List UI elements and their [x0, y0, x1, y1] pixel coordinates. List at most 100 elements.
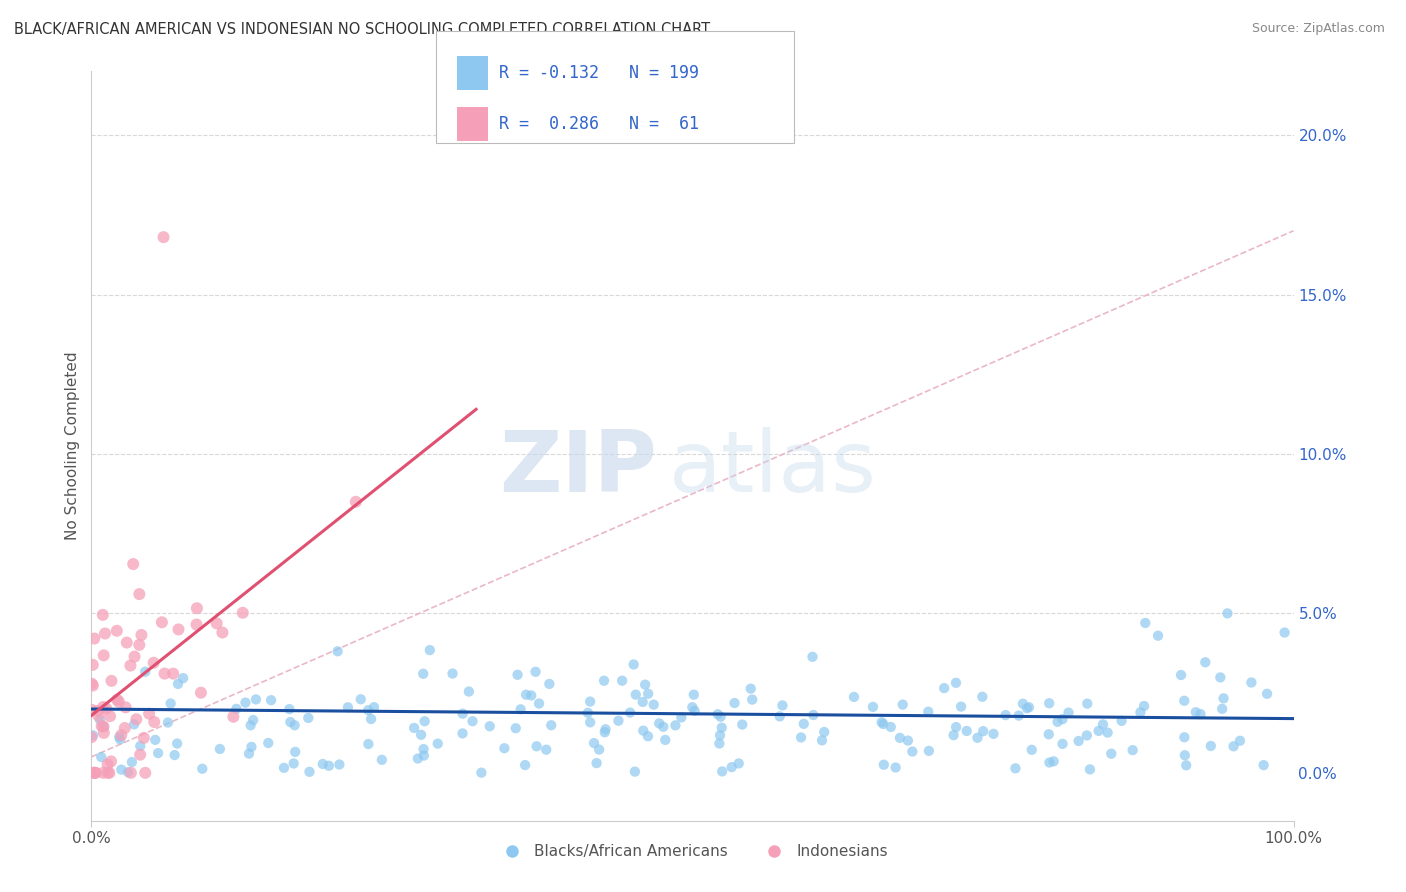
- Point: [191, 762, 214, 776]
- Point: [239, 718, 262, 732]
- Point: [1122, 743, 1144, 757]
- Point: [80, 703, 103, 717]
- Point: [82, 728, 104, 742]
- Point: [172, 671, 194, 685]
- Point: [813, 725, 835, 739]
- Point: [240, 739, 263, 754]
- Point: [1038, 727, 1060, 741]
- Point: [1038, 756, 1060, 770]
- Point: [1184, 705, 1206, 719]
- Point: [406, 751, 429, 765]
- Point: [972, 724, 994, 739]
- Point: [128, 638, 150, 652]
- Point: [720, 760, 742, 774]
- Point: [105, 692, 128, 706]
- Point: [994, 708, 1017, 723]
- Point: [159, 697, 181, 711]
- Point: [186, 617, 208, 632]
- Point: [205, 616, 228, 631]
- Point: [793, 716, 815, 731]
- Point: [706, 707, 728, 722]
- Point: [328, 757, 350, 772]
- Point: [942, 728, 965, 742]
- Point: [536, 742, 558, 756]
- Point: [1229, 733, 1251, 747]
- Point: [1240, 675, 1263, 690]
- Point: [579, 695, 602, 709]
- Point: [134, 765, 156, 780]
- Point: [494, 741, 516, 756]
- Point: [143, 714, 166, 729]
- Point: [142, 656, 165, 670]
- Y-axis label: No Schooling Completed: No Schooling Completed: [65, 351, 80, 541]
- Point: [336, 700, 359, 714]
- Point: [966, 731, 988, 745]
- Point: [1135, 615, 1157, 630]
- Point: [90, 750, 112, 764]
- Point: [1209, 670, 1232, 684]
- Point: [880, 720, 903, 734]
- Point: [1091, 717, 1114, 731]
- Point: [238, 747, 260, 761]
- Point: [956, 723, 979, 738]
- Point: [108, 732, 131, 747]
- Point: [297, 711, 319, 725]
- Point: [538, 677, 561, 691]
- Point: [190, 686, 212, 700]
- Point: [89, 713, 111, 727]
- Point: [129, 739, 152, 753]
- Point: [1175, 758, 1198, 772]
- Point: [682, 688, 704, 702]
- Point: [633, 723, 655, 738]
- Point: [1018, 700, 1040, 714]
- Point: [426, 737, 449, 751]
- Point: [741, 692, 763, 706]
- Point: [242, 713, 264, 727]
- Point: [461, 714, 484, 729]
- Point: [80, 730, 103, 744]
- Point: [412, 666, 434, 681]
- Point: [664, 718, 686, 732]
- Point: [612, 673, 634, 688]
- Point: [945, 676, 967, 690]
- Point: [950, 699, 973, 714]
- Point: [120, 765, 142, 780]
- Point: [114, 700, 136, 714]
- Point: [710, 710, 733, 724]
- Point: [470, 765, 492, 780]
- Point: [278, 702, 301, 716]
- Point: [891, 698, 914, 712]
- Point: [648, 716, 671, 731]
- Point: [631, 695, 654, 709]
- Point: [1222, 739, 1244, 754]
- Point: [901, 745, 924, 759]
- Point: [1046, 714, 1069, 729]
- Point: [582, 736, 605, 750]
- Point: [723, 696, 745, 710]
- Point: [884, 760, 907, 774]
- Point: [1038, 696, 1060, 710]
- Point: [371, 753, 394, 767]
- Point: [273, 761, 295, 775]
- Point: [1067, 734, 1090, 748]
- Point: [1097, 725, 1119, 739]
- Text: atlas: atlas: [668, 427, 876, 510]
- Text: R = -0.132   N = 199: R = -0.132 N = 199: [499, 63, 699, 81]
- Point: [576, 706, 599, 720]
- Point: [80, 677, 103, 691]
- Point: [972, 690, 994, 704]
- Point: [624, 688, 647, 702]
- Legend: Blacks/African Americans, Indonesians: Blacks/African Americans, Indonesians: [491, 838, 894, 865]
- Point: [100, 673, 122, 688]
- Point: [163, 747, 186, 762]
- Point: [98, 765, 121, 780]
- Point: [97, 765, 120, 780]
- Point: [520, 689, 543, 703]
- Point: [1133, 698, 1156, 713]
- Point: [478, 719, 501, 733]
- Point: [134, 665, 156, 679]
- Point: [595, 723, 617, 737]
- Point: [156, 715, 179, 730]
- Point: [1111, 714, 1133, 728]
- Point: [585, 756, 607, 770]
